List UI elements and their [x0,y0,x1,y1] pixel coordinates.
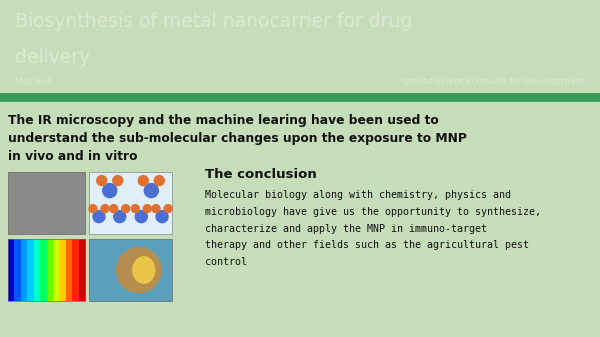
Circle shape [164,205,172,213]
Circle shape [131,205,139,213]
Circle shape [114,211,126,223]
Text: understand the sub-molecular changes upon the exposure to MNP: understand the sub-molecular changes upo… [8,132,467,145]
Circle shape [113,176,123,186]
Circle shape [152,205,160,213]
Circle shape [103,184,117,197]
Circle shape [135,211,147,223]
Text: delivery: delivery [15,48,90,67]
Circle shape [97,176,107,186]
Bar [40,239,47,301]
Circle shape [101,205,109,213]
Text: The conclusion: The conclusion [205,168,317,181]
Bar [59,239,66,301]
Circle shape [156,211,168,223]
Ellipse shape [132,256,155,284]
Bar [89,172,172,234]
Bar [8,239,85,301]
Text: The IR microscopy and the machine learing have been used to: The IR microscopy and the machine learin… [8,114,439,127]
Text: May Eid: May Eid [15,77,50,86]
Circle shape [122,205,130,213]
Bar [8,239,15,301]
Text: Biosynthesis of metal nanocarrier for drug: Biosynthesis of metal nanocarrier for dr… [15,12,412,31]
Bar [27,239,34,301]
Circle shape [110,205,118,213]
Ellipse shape [116,247,161,293]
Bar [0,93,600,100]
Bar [89,239,172,301]
Bar [14,239,22,301]
Bar [8,172,85,234]
Text: in vivo and in vitro: in vivo and in vitro [8,150,137,163]
Circle shape [89,205,97,213]
Circle shape [154,176,164,186]
Circle shape [138,176,148,186]
Bar [34,239,41,301]
Circle shape [144,184,158,197]
Bar [21,239,28,301]
Text: Applied science: results for development: Applied science: results for development [399,77,585,86]
Text: Molecular biology along with chemistry, physics and
microbiology have give us th: Molecular biology along with chemistry, … [205,190,541,267]
Bar [66,239,73,301]
Bar [47,239,53,301]
Bar [72,239,79,301]
Bar [53,239,60,301]
Bar [79,239,86,301]
Circle shape [93,211,105,223]
Circle shape [143,205,151,213]
